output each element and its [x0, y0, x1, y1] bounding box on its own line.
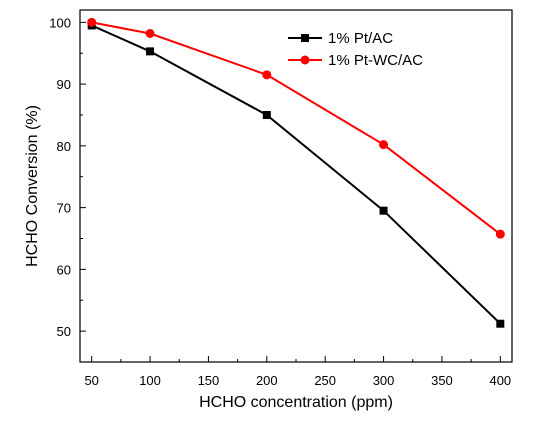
x-tick-label: 400	[489, 373, 511, 388]
series-line	[91, 24, 501, 325]
x-tick-label: 250	[314, 373, 336, 388]
y-tick-label: 50	[57, 324, 71, 339]
x-tick-label: 150	[198, 373, 220, 388]
legend-marker	[301, 34, 309, 42]
plot-frame	[79, 9, 513, 363]
y-axis-ticks: 50 60 70 80 90 100	[49, 15, 86, 339]
legend-label: 1% Pt-WC/AC	[328, 52, 423, 69]
legend-item: 1% Pt/AC	[288, 30, 393, 47]
data-point	[262, 70, 272, 80]
data-point	[145, 28, 155, 38]
x-tick-label: 300	[373, 373, 395, 388]
data-point	[379, 140, 389, 150]
legend-label: 1% Pt/AC	[328, 30, 393, 47]
series-1	[87, 21, 505, 328]
data-point	[496, 319, 505, 328]
x-axis-title: HCHO concentration (ppm)	[199, 394, 393, 411]
y-tick-label: 60	[57, 262, 71, 277]
series-layer	[87, 17, 505, 328]
y-tick-label: 80	[57, 139, 71, 154]
x-axis-ticks: 50 100 150 200 250 300 350 400	[84, 356, 511, 388]
legend-marker	[300, 55, 310, 65]
data-point	[379, 206, 388, 215]
x-tick-label: 350	[431, 373, 453, 388]
legend: 1% Pt/AC 1% Pt-WC/AC	[288, 30, 423, 69]
legend-item: 1% Pt-WC/AC	[288, 52, 423, 69]
series-2	[87, 17, 505, 239]
x-tick-label: 100	[139, 373, 161, 388]
y-axis-title: HCHO Conversion (%)	[24, 105, 41, 267]
y-tick-label: 90	[57, 77, 71, 92]
data-point	[495, 229, 505, 239]
plot-area	[79, 9, 513, 363]
x-tick-label: 200	[256, 373, 278, 388]
data-point	[87, 17, 97, 27]
data-point	[262, 110, 271, 119]
y-tick-label: 70	[57, 201, 71, 216]
y-tick-label: 100	[49, 15, 71, 30]
x-tick-label: 50	[84, 373, 98, 388]
data-point	[146, 47, 155, 56]
